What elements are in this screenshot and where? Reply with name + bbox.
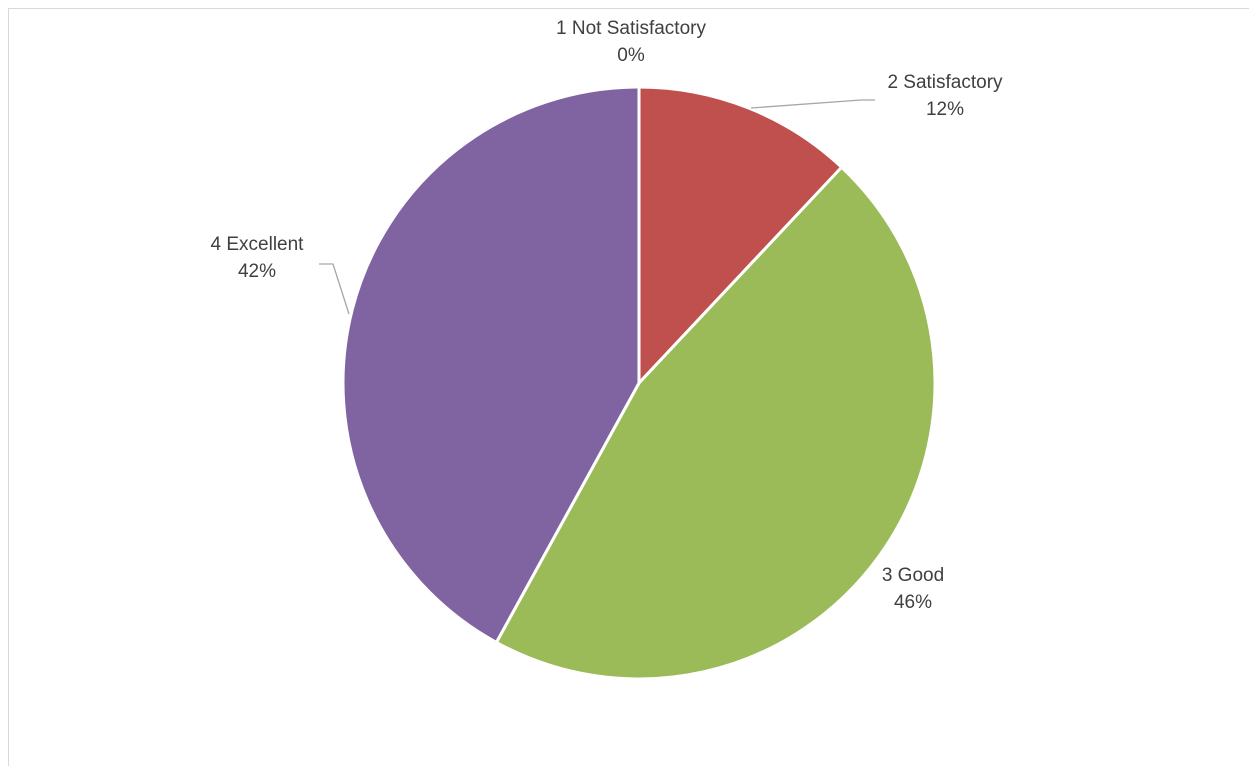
category-label-3-good: 3 Good (882, 565, 944, 586)
leader-line-2-satisfactory (750, 99, 875, 109)
percent-label-4-excellent: 42% (238, 261, 276, 282)
pie-slice-4-excellent (341, 85, 641, 644)
pie-slice-3-good (494, 165, 937, 681)
percent-label-1-not-satisfactory: 0% (617, 45, 645, 66)
leader-lines (319, 99, 875, 315)
chart-area: 1 Not Satisfactory 0% 2 Satisfactory 12% 3 G… (8, 8, 1249, 766)
pie-slice-2-satisfactory (637, 85, 844, 385)
percent-label-2-satisfactory: 12% (926, 99, 964, 120)
pie-chart: 1 Not Satisfactory 0% 2 Satisfactory 12% 3 G… (211, 18, 1004, 681)
percent-label-3-good: 46% (894, 592, 932, 613)
leader-line-4-excellent (319, 263, 350, 315)
pie-slices (341, 85, 937, 681)
data-labels: 1 Not Satisfactory 0% 2 Satisfactory 12% 3 G… (211, 18, 1004, 613)
category-label-2-satisfactory: 2 Satisfactory (887, 72, 1003, 93)
category-label-1-not-satisfactory: 1 Not Satisfactory (556, 18, 706, 39)
category-label-4-excellent: 4 Excellent (211, 234, 305, 255)
